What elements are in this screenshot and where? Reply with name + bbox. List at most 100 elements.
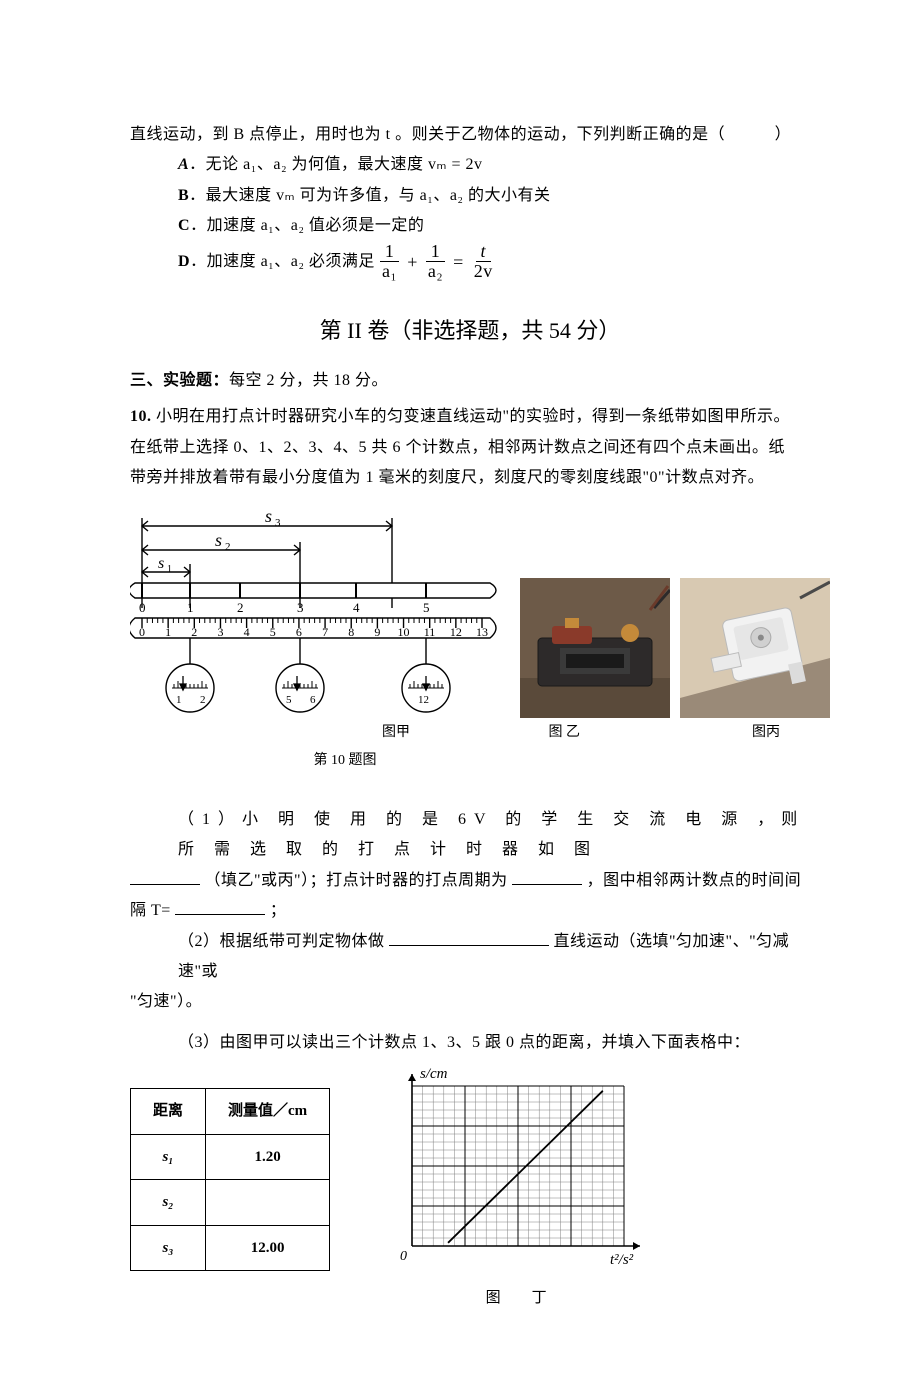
option-c: C．加速度 a₁、a₂ 值必须是一定的 xyxy=(178,211,810,241)
frac1-num: 1 xyxy=(380,242,400,263)
svg-text:12: 12 xyxy=(450,625,462,639)
svg-text:s: s xyxy=(265,508,272,526)
plus-op: + xyxy=(404,245,421,279)
cell-s3: s₃ xyxy=(131,1225,206,1271)
cell-s1-v: 1.20 xyxy=(206,1134,330,1180)
frac2-den: a₂ xyxy=(423,262,448,282)
photo-yi xyxy=(520,578,670,718)
option-a: A．无论 a₁、a₂ 为何值，最大速度 vₘ = 2v xyxy=(178,150,810,180)
distance-table: 距离 测量值／cm s₁ 1.20 s₂ s₃ 12.00 xyxy=(130,1088,330,1271)
q10-number: 10. xyxy=(130,408,152,425)
svg-text:0: 0 xyxy=(139,625,145,639)
option-d-formula: 1a₁ + 1a₂ = t2v xyxy=(375,242,500,283)
blank-4[interactable] xyxy=(389,928,549,946)
blank-3[interactable] xyxy=(175,898,265,916)
sub3: （3）由图甲可以读出三个计数点 1、3、5 跟 0 点的距离，并填入下面表格中： xyxy=(178,1028,810,1058)
cell-s2: s₂ xyxy=(131,1180,206,1226)
sub2-c: "匀速"）。 xyxy=(130,987,810,1017)
option-b-text: ．最大速度 vₘ 可为许多值，与 a₁、a₂ 的大小有关 xyxy=(189,187,550,204)
option-d: D ．加速度 a₁、a₂ 必须满足 1a₁ + 1a₂ = t2v xyxy=(178,242,810,283)
svg-text:0: 0 xyxy=(400,1249,407,1264)
svg-text:2: 2 xyxy=(191,625,197,639)
caption-yi: 图 乙 xyxy=(420,720,580,747)
svg-text:5: 5 xyxy=(270,625,276,639)
option-c-text: ．加速度 a₁、a₂ 值必须是一定的 xyxy=(190,217,424,234)
svg-text:9: 9 xyxy=(374,625,380,639)
option-d-label: D xyxy=(178,247,190,277)
graph-xlabel: t²/s² xyxy=(610,1252,634,1266)
caption-ding: 图 丁 xyxy=(380,1284,660,1313)
svg-text:2: 2 xyxy=(237,600,244,615)
svg-text:s: s xyxy=(158,555,164,572)
sub2-a: （2）根据纸带可判定物体做 xyxy=(178,933,385,950)
cell-s1: s₁ xyxy=(131,1134,206,1180)
section-2-title: 第 II 卷（非选择题，共 54 分） xyxy=(130,310,810,352)
svg-text:11: 11 xyxy=(424,625,436,639)
frac3-den: 2v xyxy=(469,262,498,282)
ruler-diagram: s3 s2 s1 0 1 2 3 xyxy=(130,508,510,718)
sub2: （2）根据纸带可判定物体做 直线运动（选填"匀加速"、"匀减速"或 xyxy=(178,927,810,988)
option-a-text: ．无论 a₁、a₂ 为何值，最大速度 vₘ = 2v xyxy=(189,156,482,173)
q10-line2: 在纸带上选择 0、1、2、3、4、5 共 6 个计数点，相邻两计数点之间还有四个… xyxy=(130,433,810,463)
table-row: s₃ 12.00 xyxy=(131,1225,330,1271)
option-c-label: C xyxy=(178,217,190,234)
svg-text:1: 1 xyxy=(187,600,194,615)
svg-text:10: 10 xyxy=(398,625,410,639)
svg-text:6: 6 xyxy=(310,694,316,706)
heading-3-note: 每空 2 分，共 18 分。 xyxy=(229,372,388,389)
svg-text:6: 6 xyxy=(296,625,302,639)
svg-text:8: 8 xyxy=(348,625,354,639)
frac1-den: a₁ xyxy=(377,262,402,282)
th-distance: 距离 xyxy=(131,1089,206,1135)
svg-text:3: 3 xyxy=(217,625,223,639)
svg-text:3: 3 xyxy=(297,600,304,615)
bottom-row: 距离 测量值／cm s₁ 1.20 s₂ s₃ 12.00 s/cm xyxy=(130,1066,810,1312)
sub1-c: ； xyxy=(270,902,287,919)
frac3-num: t xyxy=(476,242,492,263)
cell-s2-v[interactable] xyxy=(206,1180,330,1226)
caption-jia: 图甲 xyxy=(130,720,420,747)
svg-text:2: 2 xyxy=(200,694,206,706)
figure-row: s3 s2 s1 0 1 2 3 xyxy=(130,508,810,718)
photo-bing xyxy=(680,578,830,718)
figure-number: 第 10 题图 xyxy=(130,748,560,775)
th-value: 测量值／cm xyxy=(206,1089,330,1135)
svg-text:5: 5 xyxy=(286,694,292,706)
frac2-num: 1 xyxy=(426,242,446,263)
q10-line1: 10. 小明在用打点计时器研究小车的匀变速直线运动"的实验时，得到一条纸带如图甲… xyxy=(130,402,810,432)
cell-s3-v: 12.00 xyxy=(206,1225,330,1271)
svg-text:4: 4 xyxy=(353,600,360,615)
caption-row: 图甲 图 乙 图丙 xyxy=(130,720,810,747)
svg-text:7: 7 xyxy=(322,625,328,639)
svg-text:1: 1 xyxy=(176,694,182,706)
svg-text:1: 1 xyxy=(165,625,171,639)
stem-line: 直线运动，到 B 点停止，用时也为 t 。则关于乙物体的运动，下列判断正确的是（… xyxy=(130,120,810,150)
sub1-tail: （填乙"或丙"）；打点计时器的打点周期为 ，图中相邻两计数点的时间间隔 T= ； xyxy=(130,866,810,927)
blank-1[interactable] xyxy=(130,867,200,885)
table-row: s₂ xyxy=(131,1180,330,1226)
table-header-row: 距离 测量值／cm xyxy=(131,1089,330,1135)
sub1-lead: （1）小 明 使 用 的 是 6V 的 学 生 交 流 电 源 ，则 所 需 选… xyxy=(178,805,810,866)
q10-text1: 小明在用打点计时器研究小车的匀变速直线运动"的实验时，得到一条纸带如图甲所示。 xyxy=(152,408,791,425)
option-b-label: B xyxy=(178,187,189,204)
eq-op: = xyxy=(450,245,467,279)
option-a-label: A xyxy=(178,156,189,173)
option-d-lead: ．加速度 a₁、a₂ 必须满足 xyxy=(190,247,375,277)
caption-bing: 图丙 xyxy=(580,720,780,747)
svg-text:1: 1 xyxy=(167,564,172,575)
sub1-a: （填乙"或丙"）；打点计时器的打点周期为 xyxy=(205,872,508,889)
q10-line3: 带旁并排放着带有最小分度值为 1 毫米的刻度尺，刻度尺的零刻度线跟"0"计数点对… xyxy=(130,463,810,493)
svg-text:2: 2 xyxy=(225,541,231,553)
graph-ylabel: s/cm xyxy=(420,1066,448,1082)
graph-ding: s/cm 0 t²/s² 图 丁 xyxy=(380,1066,660,1312)
table-row: s₁ 1.20 xyxy=(131,1134,330,1180)
svg-text:3: 3 xyxy=(275,517,281,529)
svg-text:12: 12 xyxy=(418,694,429,706)
svg-text:0: 0 xyxy=(139,600,146,615)
svg-text:s: s xyxy=(215,530,222,550)
option-b: B．最大速度 vₘ 可为许多值，与 a₁、a₂ 的大小有关 xyxy=(178,181,810,211)
heading-3: 三、实验题：每空 2 分，共 18 分。 xyxy=(130,366,810,396)
blank-2[interactable] xyxy=(512,867,582,885)
svg-text:13: 13 xyxy=(476,625,488,639)
svg-text:5: 5 xyxy=(423,600,430,615)
